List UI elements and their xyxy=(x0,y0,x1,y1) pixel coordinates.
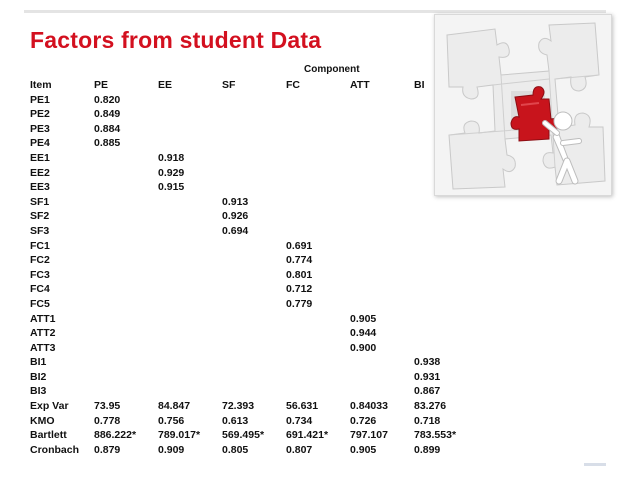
table-cell: 0.613 xyxy=(222,414,249,427)
table-cell: 0.884 xyxy=(94,122,121,135)
table-cell: 73.95 xyxy=(94,400,121,413)
table-cell: 0.84033 xyxy=(350,400,388,413)
table-cell: 0.756 xyxy=(158,414,185,427)
table-cell: 0.929 xyxy=(158,166,185,179)
slide-title: Factors from student Data xyxy=(30,27,322,53)
row-label: SF3 xyxy=(30,224,50,237)
table-cell: 0.931 xyxy=(414,370,441,383)
column-header: FC xyxy=(286,79,300,91)
row-label: BI1 xyxy=(30,356,47,369)
row-label: FC4 xyxy=(30,283,50,296)
column-header: BI xyxy=(414,79,425,91)
table-cell: 0.694 xyxy=(222,224,249,237)
table-cell: 0.718 xyxy=(414,414,441,427)
table-cell: 84.847 xyxy=(158,400,191,413)
row-label: ATT1 xyxy=(30,312,56,325)
table-cell: 0.726 xyxy=(350,414,377,427)
row-label: BI2 xyxy=(30,370,47,383)
row-label: FC2 xyxy=(30,254,50,267)
corner-decoration xyxy=(584,463,606,466)
table-cell: 0.913 xyxy=(222,195,249,208)
table-cell: 56.631 xyxy=(286,400,319,413)
top-rule xyxy=(24,10,606,13)
table-cell: 0.879 xyxy=(94,443,121,456)
table-cell: 0.820 xyxy=(94,93,121,106)
table-cell: 0.885 xyxy=(94,137,121,150)
puzzle-image xyxy=(434,14,612,196)
table-cell: 0.905 xyxy=(350,312,377,325)
column-header: EE xyxy=(158,79,173,91)
row-label: PE2 xyxy=(30,108,50,121)
table-cell: 0.849 xyxy=(94,108,121,121)
table-cell: 0.801 xyxy=(286,268,313,281)
row-label: BI3 xyxy=(30,385,47,398)
row-label: EE1 xyxy=(30,151,50,164)
table-cell: 0.926 xyxy=(222,210,249,223)
row-label: ATT3 xyxy=(30,341,56,354)
component-header: Component xyxy=(304,64,360,75)
row-label: EE3 xyxy=(30,181,50,194)
table-cell: 569.495* xyxy=(222,429,265,442)
table-cell: 0.779 xyxy=(286,297,313,310)
row-label: ATT2 xyxy=(30,327,56,340)
row-label: FC3 xyxy=(30,268,50,281)
table-cell: 0.807 xyxy=(286,443,313,456)
table-cell: 691.421* xyxy=(286,429,329,442)
table-cell: 0.938 xyxy=(414,356,441,369)
column-header: Item xyxy=(30,79,52,91)
row-label: PE4 xyxy=(30,137,50,150)
table-cell: 0.867 xyxy=(414,385,441,398)
table-cell: 0.734 xyxy=(286,414,313,427)
table-cell: 0.778 xyxy=(94,414,121,427)
puzzle-figure-icon xyxy=(435,15,611,195)
table-cell: 72.393 xyxy=(222,400,255,413)
table-cell: 0.712 xyxy=(286,283,313,296)
table-cell: 783.553* xyxy=(414,429,457,442)
table-cell: 0.899 xyxy=(414,443,441,456)
column-header: SF xyxy=(222,79,236,91)
table-cell: 0.909 xyxy=(158,443,185,456)
row-label: Exp Var xyxy=(30,400,69,413)
column-header: PE xyxy=(94,79,109,91)
table-cell: 0.918 xyxy=(158,151,185,164)
column-header: ATT xyxy=(350,79,370,91)
row-label: PE3 xyxy=(30,122,50,135)
table-cell: 83.276 xyxy=(414,400,447,413)
table-cell: 797.107 xyxy=(350,429,388,442)
row-label: SF1 xyxy=(30,195,50,208)
row-label: FC5 xyxy=(30,297,50,310)
table-cell: 0.915 xyxy=(158,181,185,194)
row-label: Bartlett xyxy=(30,429,67,442)
row-label: PE1 xyxy=(30,93,50,106)
table-cell: 0.774 xyxy=(286,254,313,267)
table-cell: 886.222* xyxy=(94,429,137,442)
row-label: Cronbach xyxy=(30,443,80,456)
table-cell: 0.691 xyxy=(286,239,313,252)
row-label: FC1 xyxy=(30,239,50,252)
table-cell: 0.805 xyxy=(222,443,249,456)
row-label: KMO xyxy=(30,414,55,427)
row-label: SF2 xyxy=(30,210,50,223)
table-cell: 0.905 xyxy=(350,443,377,456)
row-label: EE2 xyxy=(30,166,50,179)
table-cell: 0.944 xyxy=(350,327,377,340)
table-cell: 0.900 xyxy=(350,341,377,354)
table-cell: 789.017* xyxy=(158,429,201,442)
